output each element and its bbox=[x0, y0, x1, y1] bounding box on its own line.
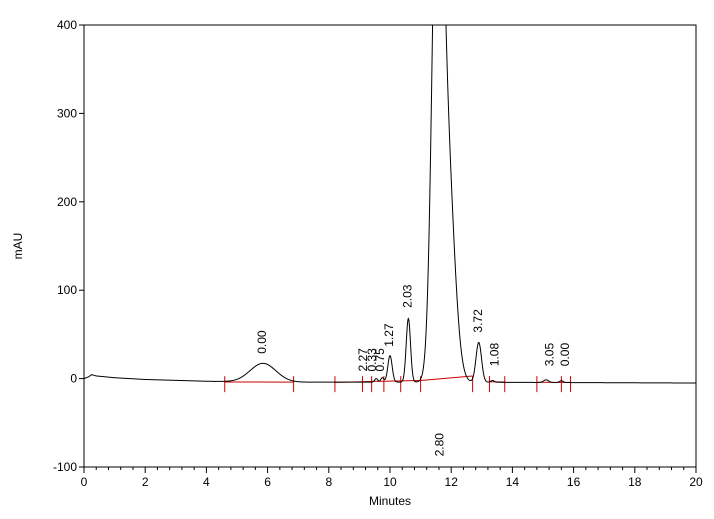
x-tick-label: 6 bbox=[264, 475, 271, 489]
peak-area-label: 0.00 bbox=[558, 343, 572, 367]
x-tick-label: 16 bbox=[567, 475, 581, 489]
signal-trace-group bbox=[84, 25, 696, 384]
peak-annotations: 0.00 2.270.330.751.27 2.03 2.80 3.721.08 3.05… bbox=[255, 284, 572, 456]
peak-area-label: 0.00 bbox=[255, 330, 269, 354]
baseline-segment bbox=[420, 375, 473, 382]
y-axis-title: mAU bbox=[11, 233, 25, 260]
x-tick-label: 4 bbox=[203, 475, 210, 489]
peak-area-label: 0.33 bbox=[365, 348, 379, 372]
signal-trace bbox=[84, 25, 696, 384]
peak-area-label: 1.27 bbox=[382, 323, 396, 347]
peak-area-label: 2.27 bbox=[356, 348, 370, 372]
peak-area-label: 3.05 bbox=[543, 343, 557, 367]
axis-ticks: 0 2 4 6 8 10 12 14 16 18 20 -100 0 100 200 300 400 bbox=[53, 18, 703, 489]
x-tick-label: 2 bbox=[142, 475, 149, 489]
plot-frame bbox=[83, 24, 697, 468]
y-tick-label: -100 bbox=[53, 460, 77, 474]
y-tick-label: 200 bbox=[57, 195, 77, 209]
y-tick-label: 0 bbox=[70, 372, 77, 386]
y-tick-label: 300 bbox=[57, 106, 77, 120]
integration-baseline bbox=[224, 375, 572, 393]
x-tick-label: 0 bbox=[81, 475, 88, 489]
x-tick-label: 12 bbox=[445, 475, 459, 489]
peak-area-label: 0.75 bbox=[373, 348, 387, 372]
x-tick-label: 14 bbox=[506, 475, 520, 489]
y-tick-label: 100 bbox=[57, 283, 77, 297]
peak-area-label: 2.80 bbox=[433, 433, 447, 457]
x-tick-label: 10 bbox=[383, 475, 397, 489]
peak-area-label: 3.72 bbox=[471, 309, 485, 333]
x-axis-title: Minutes bbox=[369, 494, 411, 508]
x-tick-label: 18 bbox=[628, 475, 642, 489]
x-tick-label: 20 bbox=[689, 475, 703, 489]
y-tick-label: 400 bbox=[57, 18, 77, 32]
peak-area-label: 2.03 bbox=[400, 284, 414, 308]
x-tick-label: 8 bbox=[325, 475, 332, 489]
peak-area-label: 1.08 bbox=[488, 343, 502, 367]
